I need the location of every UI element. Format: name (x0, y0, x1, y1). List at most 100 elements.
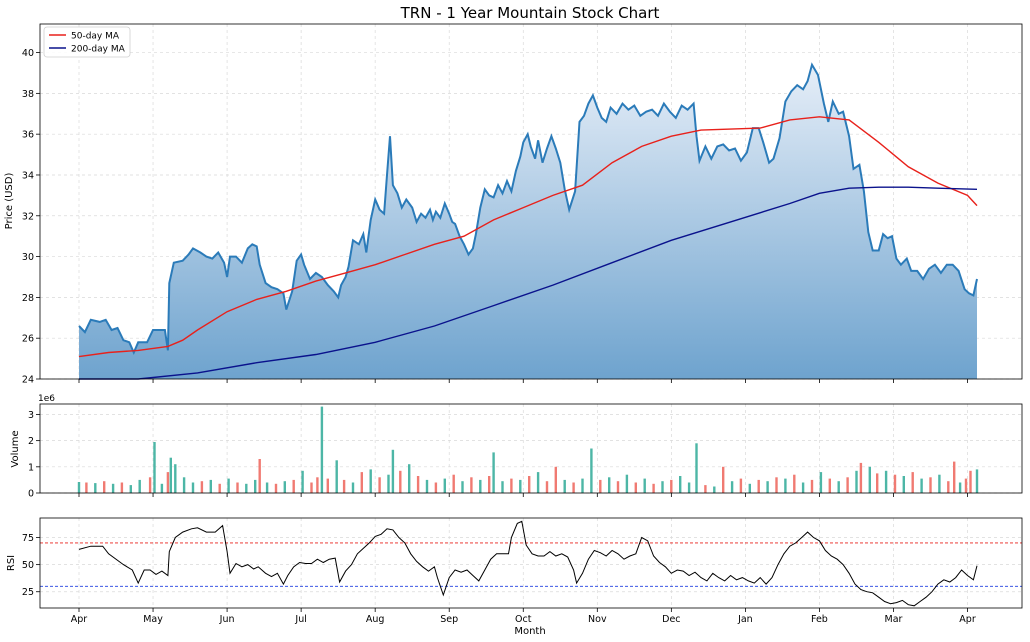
volume-bar (301, 470, 304, 494)
volume-bar (258, 459, 261, 493)
x-tick-label-feb: Feb (811, 614, 828, 625)
volume-bar (148, 477, 152, 493)
volume-bar (153, 442, 156, 493)
price-y-label: Price (USD) (4, 173, 15, 230)
legend-label-ma50: 50-day MA (71, 32, 120, 42)
volume-bar (828, 478, 831, 493)
volume-bar (501, 481, 504, 493)
x-axis-label: Month (514, 626, 545, 637)
y-tick-label: 1 (28, 462, 34, 473)
x-tick-label-jun: Jun (219, 614, 235, 625)
legend-label-ma200: 200-day MA (71, 45, 126, 55)
volume-bar (519, 479, 522, 493)
volume-bar (169, 457, 172, 493)
x-tick-label-jan: Jan (737, 614, 753, 625)
volume-plot-frame (39, 403, 1023, 494)
volume-bars (77, 406, 979, 494)
volume-bar (929, 477, 932, 493)
volume-bar (652, 483, 655, 493)
volume-bar (679, 476, 682, 493)
x-tick-label-dec: Dec (662, 614, 680, 625)
volume-bar (292, 479, 295, 493)
volume-bar (969, 470, 972, 494)
volume-bar (452, 474, 455, 493)
price-panel: 24 26 28 30 32 34 36 38 40 Price (USD) 50-day MA… (4, 23, 1023, 386)
volume-bar (425, 479, 429, 493)
volume-bar (687, 482, 691, 493)
price-area (79, 64, 977, 380)
volume-bar (713, 486, 716, 493)
volume-bar (111, 483, 115, 493)
volume-panel: 0 1 2 3 1e6 Volume (10, 394, 1023, 500)
y-tick-label: 40 (22, 48, 34, 59)
y-tick-label: 30 (22, 252, 34, 263)
volume-bar (793, 474, 796, 493)
volume-y-ticks: 0 1 2 3 (28, 410, 40, 500)
x-tick-label-apr: Apr (959, 614, 976, 625)
volume-bar (320, 406, 324, 493)
y-tick-label: 36 (22, 130, 34, 141)
volume-bar (94, 483, 97, 493)
volume-bar (775, 477, 778, 493)
rsi-y-label: RSI (6, 555, 17, 571)
volume-bar (479, 479, 482, 493)
volume-bar (236, 482, 239, 493)
rsi-x-ticks: Apr May Jun Jul Aug Sep Oct Nov Dec Jan Feb Mar Apr (71, 608, 976, 625)
volume-bar (182, 477, 186, 493)
volume-bar (218, 483, 221, 493)
volume-bar (274, 483, 278, 493)
rsi-grid (40, 518, 1022, 608)
volume-bar (77, 482, 81, 493)
volume-bar (387, 474, 390, 493)
volume-bar (316, 477, 319, 493)
volume-bar (938, 474, 941, 493)
volume-bar (893, 474, 897, 493)
volume-y-label: Volume (10, 430, 21, 467)
volume-bar (819, 472, 823, 493)
volume-bar (85, 482, 88, 493)
y-tick-label: 24 (22, 375, 34, 386)
volume-bar (129, 485, 132, 493)
volume-bar (103, 481, 106, 493)
chart-title: TRN - 1 Year Mountain Stock Chart (400, 4, 660, 22)
x-tick-label-may: May (143, 614, 163, 625)
volume-bar (616, 481, 620, 493)
volume-bar (810, 479, 814, 493)
volume-bar (209, 479, 212, 493)
volume-bar (661, 481, 664, 493)
volume-bar (766, 481, 769, 493)
y-tick-label: 0 (28, 489, 34, 500)
volume-bar (572, 482, 575, 493)
ma200-line (79, 186, 978, 380)
volume-bar (670, 479, 673, 493)
volume-bar (369, 469, 372, 493)
volume-bar (416, 476, 420, 493)
volume-bar (399, 470, 402, 494)
volume-bar (958, 482, 962, 493)
volume-bar (492, 452, 495, 493)
y-tick-label: 26 (22, 334, 34, 345)
volume-bar (784, 478, 787, 493)
rsi-panel: 25 50 75 Apr May Jun Jul Aug Sep Oct Nov Dec Jan Feb… (6, 517, 1023, 637)
volume-bar (608, 477, 611, 493)
price-y-ticks: 24 26 28 30 32 34 36 38 40 (22, 48, 40, 386)
volume-bar (434, 482, 438, 493)
rsi-plot-frame (39, 517, 1023, 609)
x-tick-label-jul: Jul (294, 614, 306, 625)
x-tick-label-apr: Apr (71, 614, 88, 625)
price-line (78, 62, 978, 356)
volume-bar (408, 464, 411, 493)
volume-bar (634, 482, 637, 493)
volume-bar (378, 477, 381, 493)
y-tick-label: 34 (22, 170, 34, 181)
volume-bar (245, 483, 248, 493)
volume-bar (964, 478, 968, 493)
volume-bar (227, 478, 230, 493)
volume-scale-label: 1e6 (38, 394, 55, 404)
volume-bar (391, 449, 395, 493)
x-tick-label-aug: Aug (366, 614, 385, 625)
volume-bar (120, 482, 124, 493)
volume-bar (326, 478, 329, 493)
volume-bar (975, 469, 979, 493)
volume-bar (704, 485, 707, 493)
